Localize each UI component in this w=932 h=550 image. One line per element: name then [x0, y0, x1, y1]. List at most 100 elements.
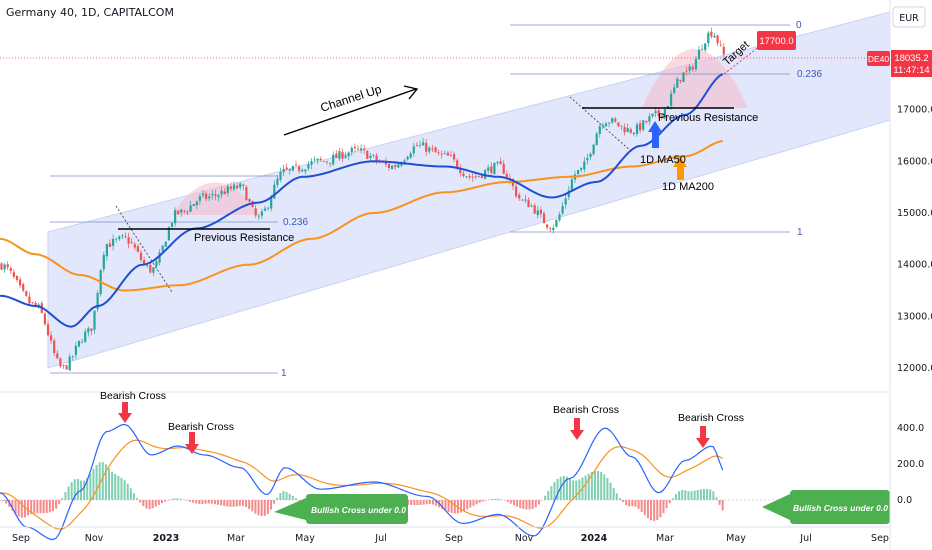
histogram-bar — [618, 498, 621, 500]
candle-body — [710, 31, 713, 37]
target-badge — [757, 31, 796, 50]
fib-label-left-1: 1 — [281, 368, 287, 379]
histogram-bar — [547, 490, 550, 500]
histogram-bar — [431, 500, 434, 505]
candle-body — [422, 142, 425, 146]
bearish-cross-label-2: Bearish Cross — [168, 421, 234, 433]
candle-body — [589, 153, 592, 158]
histogram-bar — [475, 500, 478, 505]
candle-body — [577, 169, 580, 175]
histogram-bar — [584, 475, 587, 500]
candle-body — [487, 167, 490, 171]
prev-resistance-label-left: Previous Resistance — [194, 232, 294, 244]
currency-badge[interactable] — [892, 6, 926, 28]
histogram-bar — [625, 500, 628, 505]
candle-body — [490, 166, 493, 173]
candle-body — [471, 176, 474, 178]
candle-body — [242, 184, 245, 187]
target-badge-value: 17700.0 — [759, 36, 793, 47]
histogram-bar — [58, 500, 61, 505]
histogram-bar — [693, 490, 696, 500]
histogram-bar — [572, 480, 575, 500]
histogram-bar — [20, 500, 23, 518]
diag-dashed-right — [569, 96, 633, 153]
time-tick-label: 2023 — [153, 533, 179, 544]
candle-body — [288, 169, 291, 171]
time-tick-label: May — [726, 533, 746, 544]
histogram-bar — [428, 500, 431, 504]
candle-body — [397, 164, 400, 168]
candle-body — [552, 227, 555, 231]
histogram-bar — [117, 475, 120, 500]
histogram-bar — [603, 474, 606, 500]
price-axis[interactable]: 18000.017000.016000.015000.014000.013000… — [897, 53, 932, 374]
candle-body — [201, 193, 205, 196]
histogram-bar — [108, 468, 111, 500]
candle-body — [524, 199, 527, 201]
candle-body — [542, 213, 546, 224]
price-tick-label: 15000.0 — [897, 208, 932, 219]
symbol-tag — [867, 51, 890, 66]
histogram-bar — [73, 479, 76, 500]
histogram-bar — [86, 477, 89, 500]
candle-body — [325, 161, 329, 163]
histogram-bar — [650, 500, 653, 521]
histogram-bar — [294, 498, 297, 500]
bearish-cross-label-3: Bearish Cross — [553, 404, 619, 416]
candle-body — [369, 155, 372, 158]
candle-body — [186, 211, 189, 213]
candle-body — [453, 154, 456, 160]
candle-body — [214, 194, 217, 196]
histogram-bar — [226, 500, 229, 507]
macd-axis[interactable]: 400.0 200.0 0.0 — [897, 423, 924, 506]
histogram-bar — [288, 493, 291, 500]
macd-line — [0, 423, 724, 541]
histogram-bar — [2, 500, 5, 502]
histogram-bar — [597, 470, 600, 500]
candle-body — [598, 126, 601, 134]
candle-body — [344, 155, 347, 158]
candle-body — [56, 353, 59, 359]
macd-tick-label: 0.0 — [897, 495, 912, 506]
histogram-bar — [232, 500, 235, 507]
histogram-bar — [441, 500, 444, 510]
candle-body — [332, 154, 335, 165]
histogram-bar — [291, 495, 294, 500]
histogram-bar — [55, 500, 58, 509]
histogram-bar — [5, 500, 8, 504]
histogram-bar — [497, 498, 500, 500]
histogram-bar — [709, 489, 712, 500]
candle-body — [239, 183, 242, 188]
histogram-bar — [189, 500, 192, 502]
candle-body — [601, 125, 604, 127]
candle-body — [50, 335, 53, 341]
histogram-bar — [192, 500, 195, 503]
candle-body — [499, 161, 502, 165]
histogram-bar — [251, 500, 254, 512]
histogram-bar — [659, 500, 662, 518]
histogram-bar — [447, 500, 450, 512]
histogram-bar — [126, 483, 129, 500]
histogram-bar — [653, 500, 656, 521]
histogram-bar — [628, 500, 631, 507]
histogram-bar — [217, 500, 220, 505]
histogram-bar — [681, 489, 684, 500]
time-axis[interactable]: Sep Nov 2023 Mar May Jul Sep Nov 2024 Mar May Jul Se… — [12, 533, 889, 544]
candle-body — [338, 151, 341, 159]
histogram-bar — [671, 498, 674, 500]
candle-body — [660, 115, 663, 118]
candle-body — [208, 196, 211, 199]
histogram-bar — [70, 482, 73, 500]
candle-body — [84, 331, 87, 342]
time-tick-label: Mar — [227, 533, 245, 544]
candle-body — [465, 176, 468, 178]
candle-body — [102, 254, 105, 270]
histogram-bar — [556, 478, 559, 500]
candle-body — [291, 166, 294, 171]
candle-body — [229, 186, 232, 189]
candle-body — [335, 153, 338, 158]
time-tick-label: Mar — [656, 533, 674, 544]
candle-body — [43, 313, 46, 325]
histogram-bar — [662, 500, 665, 514]
